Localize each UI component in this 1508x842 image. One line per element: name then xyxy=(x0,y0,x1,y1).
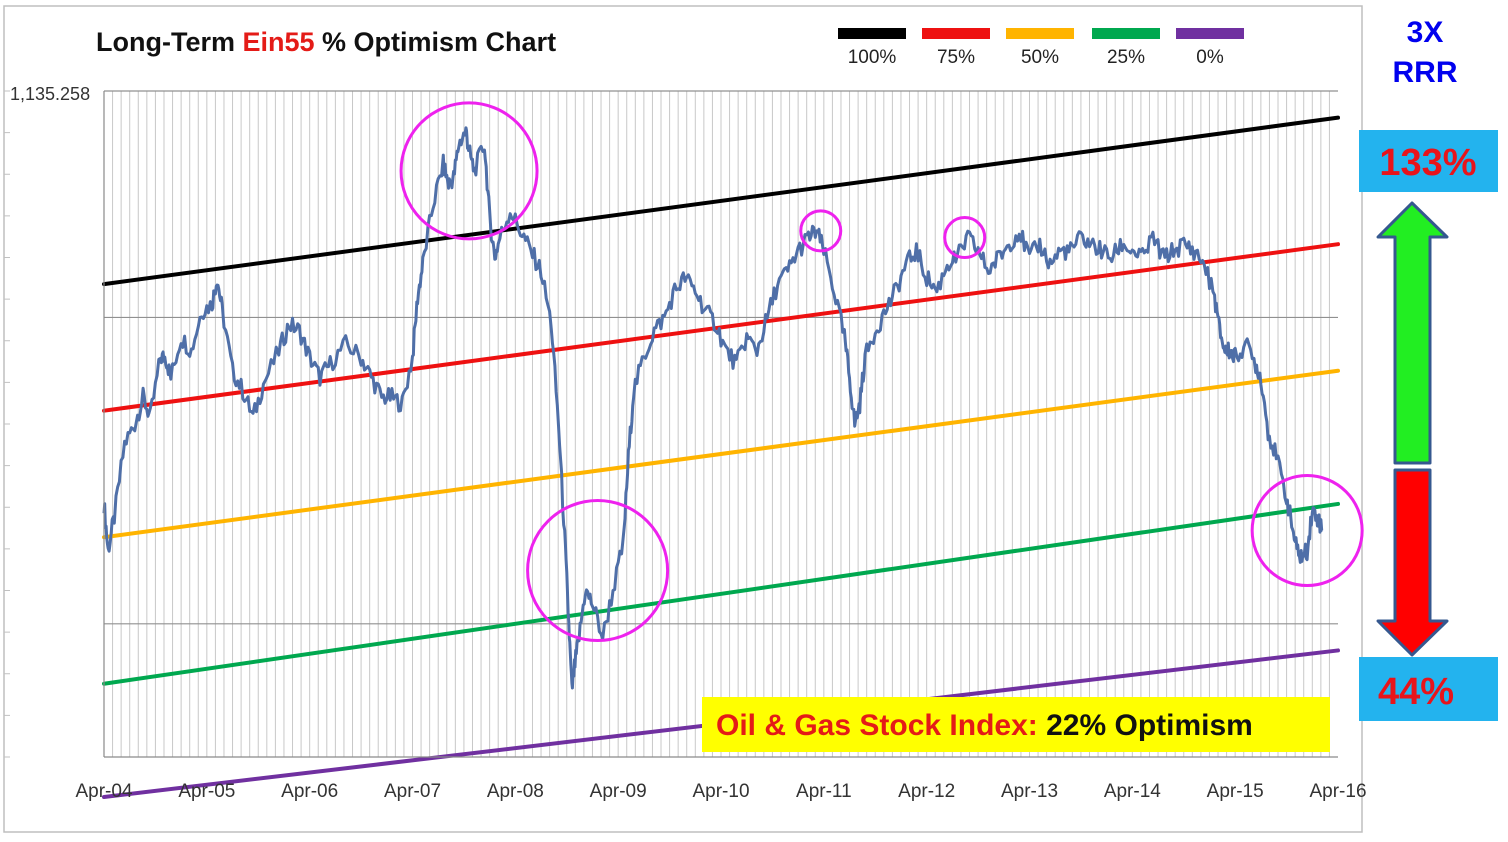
band-line-50pct xyxy=(102,368,1340,540)
chart-title-suffix: % Optimism Chart xyxy=(315,27,557,57)
note-box xyxy=(702,697,1330,752)
chart-legend: 100% 75% 50% 25% 0% xyxy=(838,28,1244,68)
legend-swatch xyxy=(1006,28,1074,39)
chart-title-highlight: Ein55 xyxy=(242,27,314,57)
legend-label: 100% xyxy=(848,47,897,68)
horizontal-gridlines xyxy=(4,90,1338,758)
x-tick-label: Apr-12 xyxy=(898,781,955,802)
highlight-circle xyxy=(943,216,987,260)
x-tick-label: Apr-07 xyxy=(384,781,441,802)
x-axis-ticks: Apr-04 Apr-05 Apr-06 Apr-07 Apr-08 Apr-09 Apr-… xyxy=(75,781,1366,802)
rrr-multiplier-label: 3X xyxy=(1407,16,1444,49)
legend-label: 50% xyxy=(1021,47,1059,68)
legend-label: 75% xyxy=(937,47,975,68)
rrr-label: RRR xyxy=(1393,56,1458,89)
upside-percent: 133% xyxy=(1379,142,1476,184)
upside-arrow xyxy=(1376,201,1449,465)
legend-label: 0% xyxy=(1196,47,1224,68)
downside-box xyxy=(1359,657,1498,721)
x-tick-label: Apr-11 xyxy=(796,781,852,802)
plot-area xyxy=(4,90,1364,799)
legend-swatch xyxy=(1176,28,1244,39)
index-line xyxy=(102,126,1324,690)
band-line-100pct xyxy=(102,115,1340,287)
y-axis-max-label: 1,135.258 xyxy=(10,84,90,104)
optimism-bands xyxy=(102,115,1340,799)
note-prefix: Oil & Gas Stock Index: xyxy=(716,709,1038,742)
x-tick-label: Apr-08 xyxy=(487,781,544,802)
highlight-circle xyxy=(526,499,670,643)
note-value: 22% Optimism xyxy=(1038,709,1253,742)
x-tick-label: Apr-15 xyxy=(1207,781,1264,802)
downside-arrow xyxy=(1376,468,1449,657)
vertical-gridlines xyxy=(112,91,1330,757)
legend-swatch xyxy=(838,28,906,39)
legend-swatch xyxy=(922,28,990,39)
x-tick-label: Apr-16 xyxy=(1309,781,1366,802)
x-tick-label: Apr-05 xyxy=(178,781,235,802)
x-tick-label: Apr-09 xyxy=(590,781,647,802)
chart-title: Long-Term Ein55 % Optimism Chart xyxy=(96,27,556,57)
index-series xyxy=(102,126,1324,690)
legend-label: 25% xyxy=(1107,47,1145,68)
x-tick-label: Apr-10 xyxy=(692,781,749,802)
x-tick-label: Apr-14 xyxy=(1104,781,1161,802)
band-line-75pct xyxy=(102,242,1340,413)
downside-percent: 44% xyxy=(1378,671,1454,713)
highlight-circles xyxy=(399,101,1364,643)
legend-swatch xyxy=(1092,28,1160,39)
x-tick-label: Apr-04 xyxy=(75,781,132,802)
x-tick-label: Apr-13 xyxy=(1001,781,1058,802)
highlight-circle xyxy=(1250,474,1364,588)
note-text: Oil & Gas Stock Index: 22% Optimism xyxy=(716,709,1253,742)
x-tick-label: Apr-06 xyxy=(281,781,338,802)
upside-box xyxy=(1359,130,1498,192)
chart-title-prefix: Long-Term xyxy=(96,27,242,57)
highlight-circle xyxy=(799,209,843,253)
band-line-25pct xyxy=(102,501,1340,686)
highlight-circle xyxy=(399,101,539,241)
